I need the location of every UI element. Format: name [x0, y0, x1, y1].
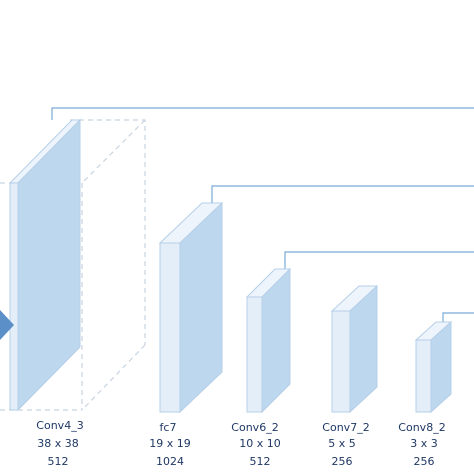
layer-label: Conv7_2 [322, 421, 369, 434]
layer-label: Conv8_2 [398, 421, 445, 434]
input-arrow [0, 310, 14, 340]
layer-channels: 256 [332, 455, 353, 468]
connectors [51, 107, 474, 322]
layer-size: 5 x 5 [328, 437, 356, 450]
layer-size: 38 x 38 [37, 437, 79, 450]
block-conv7-2 [330, 284, 379, 414]
layer-channels: 1024 [156, 455, 184, 468]
layer-label: Conv6_2 [231, 421, 278, 434]
layer-label: fc7 [160, 421, 177, 434]
layer-channels: 512 [48, 455, 69, 468]
layer-channels: 256 [414, 455, 435, 468]
block-fc7 [158, 201, 224, 414]
block-conv4-3 [8, 118, 82, 412]
layer-channels: 512 [250, 455, 271, 468]
block-conv6-2 [245, 267, 292, 414]
layer-size: 10 x 10 [239, 437, 281, 450]
layer-size: 3 x 3 [410, 437, 438, 450]
layer-label: Conv4_3 [36, 419, 83, 432]
labels: Conv4_3 38 x 38 512 fc7 19 x 19 1024 Con… [36, 419, 445, 468]
block-conv8-2 [414, 320, 453, 414]
layer-size: 19 x 19 [149, 437, 191, 450]
